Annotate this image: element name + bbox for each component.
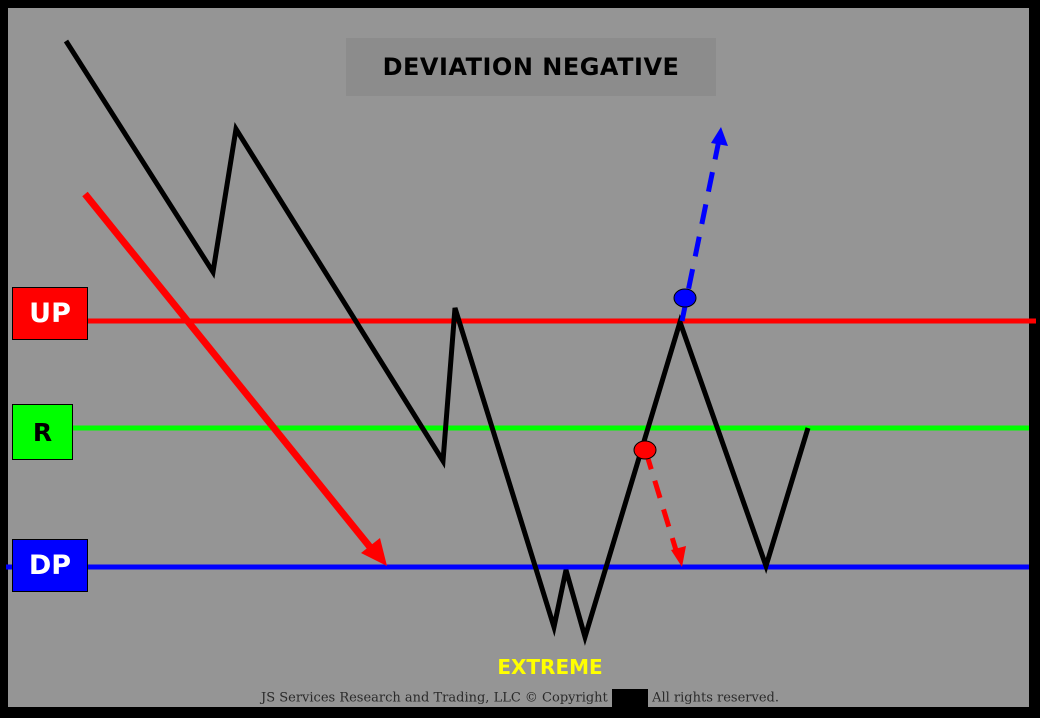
dp-level-label-text: DP	[28, 550, 72, 581]
up-level-label-text: UP	[29, 298, 71, 329]
breakdown-arrowhead	[671, 546, 686, 567]
blue-breakout-dot	[673, 288, 697, 308]
trend-down-arrow	[82, 191, 377, 555]
trend-down-arrowhead	[361, 538, 387, 566]
r-level-label: R	[12, 404, 73, 460]
copyright-notice: JS Services Research and Trading, LLC © …	[0, 689, 1040, 707]
price-path	[63, 39, 811, 646]
copyright-right: All rights reserved.	[652, 690, 779, 706]
r-level-label-text: R	[32, 417, 53, 447]
copyright-year-redaction	[611, 689, 648, 707]
breakdown-arrow	[643, 451, 682, 561]
copyright-left: JS Services Research and Trading, LLC © …	[260, 690, 608, 706]
title-box: DEVIATION NEGATIVE	[346, 38, 716, 96]
breakout-up-arrowhead	[711, 127, 728, 146]
up-level-label: UP	[12, 287, 88, 340]
dp-level-label: DP	[12, 539, 88, 592]
diagram-panel	[8, 8, 1029, 707]
red-breakdown-dot	[633, 440, 657, 460]
extreme-label: EXTREME	[497, 655, 603, 679]
diagram-title: DEVIATION NEGATIVE	[382, 53, 680, 81]
